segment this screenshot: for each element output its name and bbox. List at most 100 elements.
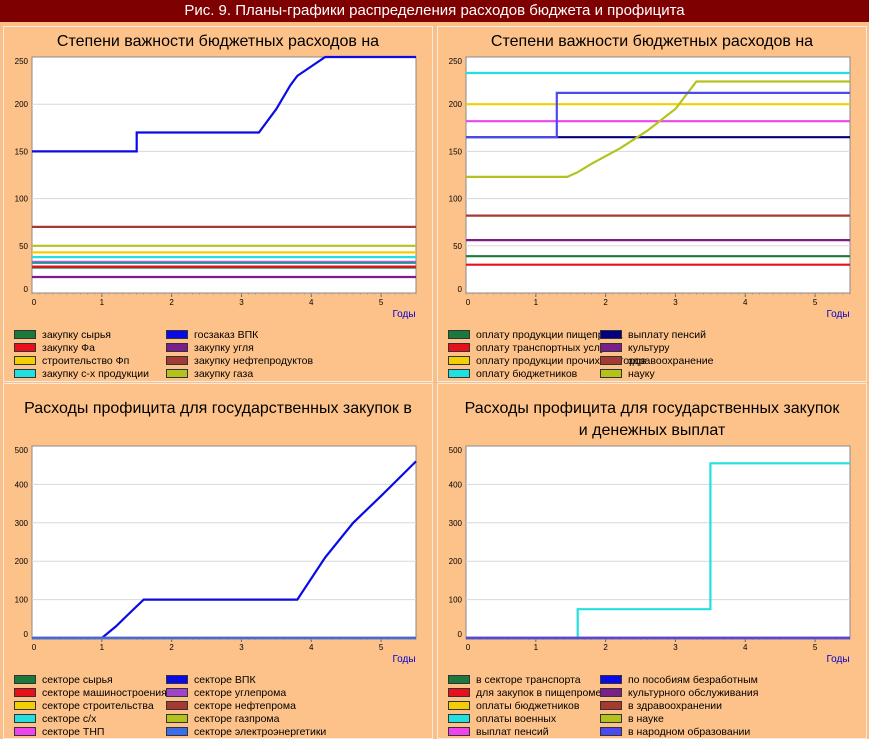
legend-swatch xyxy=(14,726,36,736)
legend-swatch xyxy=(448,726,470,736)
legend-swatch xyxy=(166,713,188,723)
legend-item: по пособиям безработным xyxy=(600,674,758,687)
legend-label: секторе углепрома xyxy=(194,687,287,699)
y-tick-label: 300 xyxy=(15,519,29,528)
y-tick-label: 150 xyxy=(15,147,29,156)
legend-item: народное образование xyxy=(600,381,740,382)
legend-swatch xyxy=(448,355,470,365)
legend-item: секторе газпрома xyxy=(166,713,280,726)
legend-label: секторе ВПК xyxy=(194,674,256,686)
legend-swatch xyxy=(166,674,188,684)
x-tick-label: 4 xyxy=(309,643,314,652)
legend-item: культуру xyxy=(600,342,670,355)
legend-item: в народном образовании xyxy=(600,726,750,738)
x-tick-label: 5 xyxy=(813,643,818,652)
legend-item: оплату электроэнергии xyxy=(166,381,307,382)
legend: секторе сырья секторе машиностроения секто… xyxy=(4,674,432,738)
x-tick-label: 2 xyxy=(169,643,174,652)
legend-label: выплат пенсий xyxy=(476,726,549,738)
legend-swatch xyxy=(448,674,470,684)
legend-swatch xyxy=(166,700,188,710)
legend: закупку сырья закупку Фа строительство Фп з… xyxy=(4,329,432,382)
legend-item: секторе с/х xyxy=(14,713,96,726)
y-tick-label: 50 xyxy=(453,242,462,251)
x-tick-label: 3 xyxy=(239,643,244,652)
legend-label: секторе нефтепрома xyxy=(194,700,296,712)
legend-item: оплату транспортных услуг xyxy=(448,342,609,355)
legend-label: в науке xyxy=(628,713,664,725)
legend-item: здравоохранение xyxy=(600,355,713,368)
x-axis-label: Годы xyxy=(826,309,849,320)
y-tick-label: 500 xyxy=(449,446,463,455)
chart-panel-3: Расходы профицита для государственных за… xyxy=(3,383,433,739)
legend-item: закупку Фа xyxy=(14,342,95,355)
legend-swatch xyxy=(166,368,188,378)
legend-label: по пособиям безработным xyxy=(628,674,758,686)
legend-swatch xyxy=(14,355,36,365)
legend-swatch xyxy=(166,342,188,352)
legend-swatch xyxy=(600,342,622,352)
legend-swatch xyxy=(448,342,470,352)
y-tick-label: 200 xyxy=(449,557,463,566)
x-tick-label: 0 xyxy=(32,298,37,307)
legend: в секторе транспорта для закупок в пищепр… xyxy=(438,674,866,738)
legend-label: науку xyxy=(628,368,655,380)
legend-label: оплату электроэнергии xyxy=(194,381,307,382)
legend-label: секторе с/х xyxy=(42,713,97,725)
x-tick-label: 1 xyxy=(534,298,539,307)
legend-label: секторе машиностроения xyxy=(42,687,167,699)
y-tick-label: 500 xyxy=(15,446,29,455)
chart-title: Расходы профицита для государственных за… xyxy=(464,400,840,439)
legend-swatch xyxy=(166,726,188,736)
legend-item: в науке xyxy=(600,713,664,726)
plot-area xyxy=(31,445,417,639)
legend-label: культурного обслуживания xyxy=(628,687,759,699)
x-tick-label: 1 xyxy=(534,643,539,652)
x-tick-label: 3 xyxy=(673,643,678,652)
y-tick-label: 400 xyxy=(15,480,29,489)
legend-label: закупку угля xyxy=(194,342,254,354)
legend-label: госзаказ ВПК xyxy=(194,329,259,341)
legend-item: оплату бюджетников xyxy=(448,368,577,381)
legend-label: народное образование xyxy=(628,381,740,382)
legend-item: закупку угля xyxy=(166,342,254,355)
legend-label: оплату продукции пищепрома xyxy=(476,329,623,341)
legend-item: оплаты бюджетников xyxy=(448,700,579,713)
y-tick-label: 400 xyxy=(449,480,463,489)
x-tick-label: 0 xyxy=(466,643,471,652)
legend-item: в секторе транспорта xyxy=(448,674,581,687)
x-tick-label: 0 xyxy=(32,643,37,652)
y-tick-label: 100 xyxy=(449,195,463,204)
x-tick-label: 4 xyxy=(743,298,748,307)
x-tick-label: 2 xyxy=(169,298,174,307)
legend-item: секторе ВПК xyxy=(166,674,256,687)
legend-label: здравоохранение xyxy=(628,355,714,367)
figure-title: Рис. 9. Планы-графики распределения расх… xyxy=(0,0,869,22)
series-line xyxy=(466,80,850,178)
plot-area xyxy=(465,56,851,294)
chart-panel-1: Степени важности бюджетных расходов на 0… xyxy=(3,26,433,382)
legend-label: оплату военных xyxy=(476,381,554,382)
legend-label: в здравоохранении xyxy=(628,700,723,712)
legend-label: закупку сырья xyxy=(42,329,111,341)
legend-swatch xyxy=(14,713,36,723)
y-tick-label: 100 xyxy=(449,596,463,605)
legend-swatch xyxy=(166,355,188,365)
plot-area xyxy=(31,56,417,294)
legend-item: секторе сырья xyxy=(14,674,113,687)
x-axis-label: Годы xyxy=(826,654,849,665)
x-tick-label: 5 xyxy=(813,298,818,307)
legend-item: выплат пенсий xyxy=(448,726,549,738)
legend-swatch xyxy=(14,342,36,352)
legend-label: закупку с-х продукции xyxy=(42,368,149,380)
y-tick-label: 150 xyxy=(449,147,463,156)
chart-title: Степени важности бюджетных расходов на xyxy=(56,33,380,50)
legend-swatch xyxy=(166,329,188,339)
legend-swatch xyxy=(14,368,36,378)
series-line xyxy=(32,460,417,640)
chart-svg: 0 100 200 300 400 500 0 1 2 3 4 5 Годы xyxy=(15,445,417,665)
chart-svg: 0 50 100 150 200 250 0 1 2 3 4 5 Годы xyxy=(15,55,417,320)
x-tick-label: 5 xyxy=(379,643,384,652)
legend-swatch xyxy=(14,700,36,710)
legend-item: оплату военных xyxy=(448,381,554,382)
